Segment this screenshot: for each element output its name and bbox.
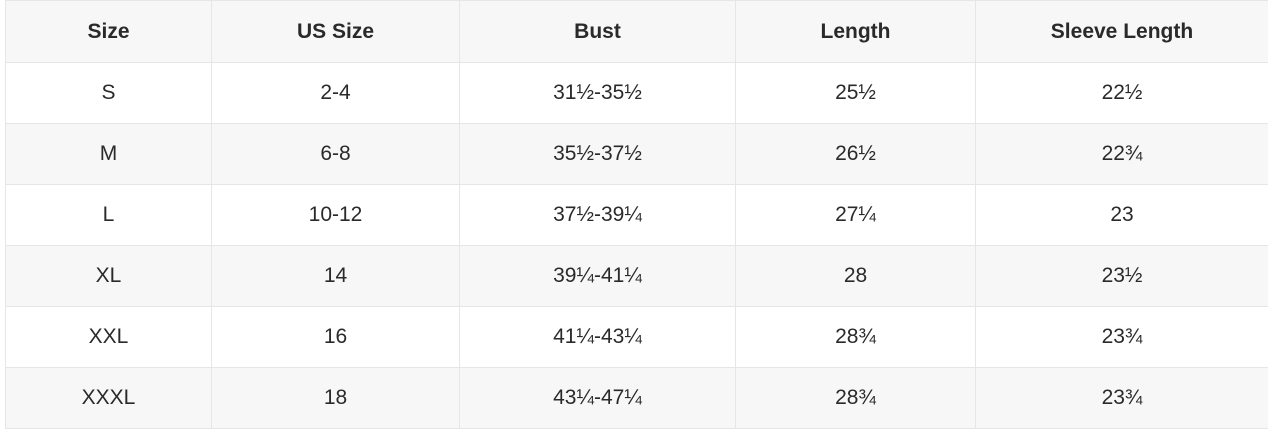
table-cell: 31½-35½ xyxy=(459,62,736,124)
table-cell: S xyxy=(5,62,212,124)
table-cell: 43¼-47¼ xyxy=(459,367,736,429)
table-cell: 41¼-43¼ xyxy=(459,306,736,368)
column-header: Sleeve Length xyxy=(975,0,1268,63)
table-cell: 23½ xyxy=(975,245,1268,307)
column-header: Length xyxy=(735,0,976,63)
table-cell: 35½-37½ xyxy=(459,123,736,185)
table-row: XL 14 39¼-41¼ 28 23½ xyxy=(5,245,1268,307)
table-cell: M xyxy=(5,123,212,185)
table-cell: 16 xyxy=(211,306,460,368)
table-cell: 22½ xyxy=(975,62,1268,124)
table-cell: 28¾ xyxy=(735,306,976,368)
table-cell: 6-8 xyxy=(211,123,460,185)
table-cell: 26½ xyxy=(735,123,976,185)
header-row: Size US Size Bust Length Sleeve Length xyxy=(5,0,1268,63)
table-cell: 27¼ xyxy=(735,184,976,246)
table-cell: 14 xyxy=(211,245,460,307)
column-header: Bust xyxy=(459,0,736,63)
table-cell: 23¾ xyxy=(975,306,1268,368)
table-cell: 28¾ xyxy=(735,367,976,429)
table-cell: 23 xyxy=(975,184,1268,246)
column-header: Size xyxy=(5,0,212,63)
size-chart-table: Size US Size Bust Length Sleeve Length S 2-4 3… xyxy=(5,0,1268,429)
table-cell: 2-4 xyxy=(211,62,460,124)
table-row: XXXL 18 43¼-47¼ 28¾ 23¾ xyxy=(5,367,1268,429)
table-cell: L xyxy=(5,184,212,246)
table-cell: 22¾ xyxy=(975,123,1268,185)
table-cell: 28 xyxy=(735,245,976,307)
table-row: L 10-12 37½-39¼ 27¼ 23 xyxy=(5,184,1268,246)
table-cell: XL xyxy=(5,245,212,307)
table-row: M 6-8 35½-37½ 26½ 22¾ xyxy=(5,123,1268,185)
table-cell: 10-12 xyxy=(211,184,460,246)
column-header: US Size xyxy=(211,0,460,63)
table-cell: 37½-39¼ xyxy=(459,184,736,246)
table-cell: 18 xyxy=(211,367,460,429)
table-cell: XXL xyxy=(5,306,212,368)
table-row: XXL 16 41¼-43¼ 28¾ 23¾ xyxy=(5,306,1268,368)
table-cell: 23¾ xyxy=(975,367,1268,429)
table-cell: 39¼-41¼ xyxy=(459,245,736,307)
table-row: S 2-4 31½-35½ 25½ 22½ xyxy=(5,62,1268,124)
table-cell: XXXL xyxy=(5,367,212,429)
table-cell: 25½ xyxy=(735,62,976,124)
